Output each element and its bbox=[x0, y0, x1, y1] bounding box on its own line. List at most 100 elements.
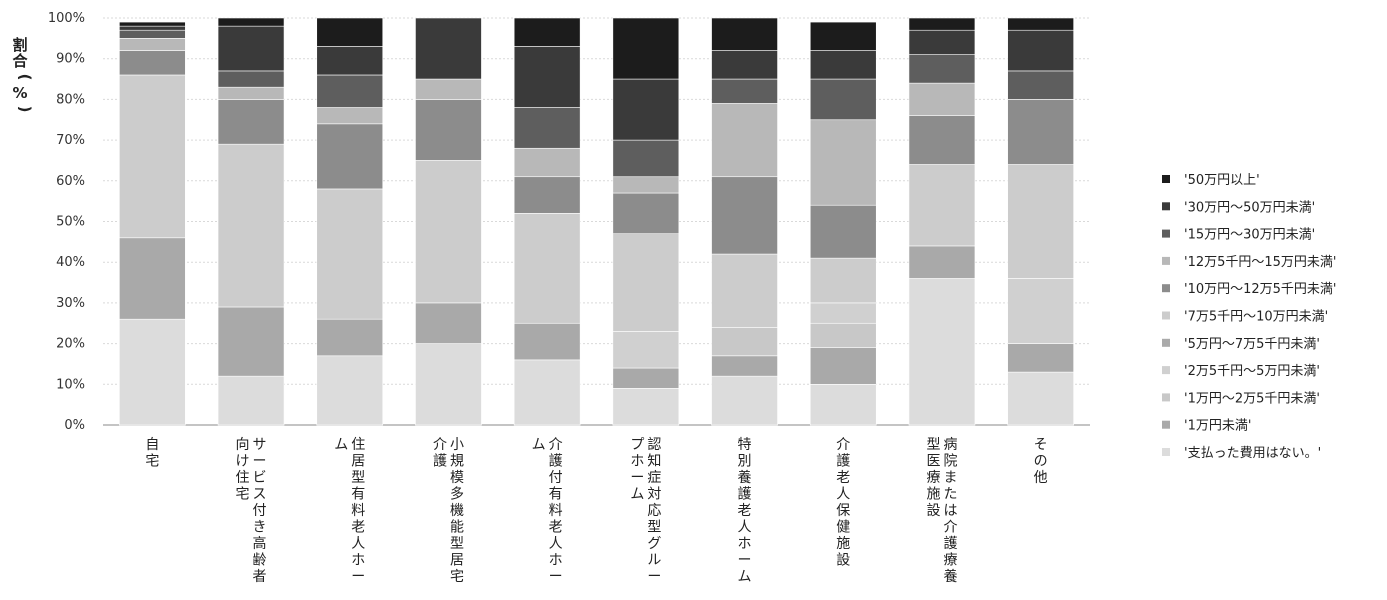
bar-segment bbox=[809, 204, 877, 259]
legend: '50万円以上' '30万円～50万円未満' '15万円～30万円未満' '12万5千… bbox=[1162, 173, 1337, 461]
legend-swatch bbox=[1162, 366, 1170, 375]
y-tick-label: 60% bbox=[56, 174, 85, 189]
bar-segment bbox=[711, 50, 778, 80]
bar-segment bbox=[316, 188, 384, 320]
category-label-char: の bbox=[1034, 454, 1048, 470]
category-label-char: 護 bbox=[738, 487, 752, 503]
bar-segment bbox=[119, 50, 186, 76]
category-label-char: 施 bbox=[836, 536, 850, 552]
category-label-char: 特 bbox=[738, 437, 752, 453]
bar-segment bbox=[809, 302, 877, 324]
bar-segment bbox=[908, 115, 976, 165]
legend-label: '1万円～2万5千円未満' bbox=[1184, 391, 1320, 406]
legend-label: '12万5千円～15万円未満' bbox=[1184, 255, 1337, 270]
category-label-char: ホ bbox=[549, 553, 563, 569]
category-label-char: ム bbox=[334, 437, 348, 453]
bar-segment bbox=[1007, 371, 1074, 426]
category-label-char: 設 bbox=[926, 503, 940, 519]
bar-segment bbox=[1007, 70, 1074, 100]
bar-segment bbox=[415, 302, 482, 344]
bar-segment bbox=[513, 17, 581, 47]
category-label-char: ス bbox=[253, 487, 267, 503]
bar-segment bbox=[513, 359, 581, 426]
bar-segment bbox=[809, 78, 877, 121]
category-label-char: 護 bbox=[433, 454, 447, 470]
bar-segment bbox=[612, 331, 680, 369]
bar-segment bbox=[809, 50, 877, 80]
category-label-char: 人 bbox=[351, 536, 365, 552]
legend-label: '5万円～7万5千円未満' bbox=[1184, 337, 1320, 352]
y-axis-label: 割合 (%) bbox=[11, 36, 34, 112]
category-label-char: 住 bbox=[236, 470, 250, 486]
category-label-char: 設 bbox=[836, 553, 850, 569]
bar-segment bbox=[711, 176, 778, 255]
category-label-char: ー bbox=[351, 569, 365, 585]
bar-segment bbox=[217, 99, 285, 145]
category-label-char: 有 bbox=[351, 487, 365, 503]
bar-segment bbox=[1007, 278, 1074, 344]
y-tick-label: 10% bbox=[56, 377, 85, 392]
category-label-char: 人 bbox=[836, 487, 850, 503]
category-label-char: 護 bbox=[943, 536, 957, 552]
bar-segment bbox=[908, 54, 976, 84]
category-label-char: 小 bbox=[450, 437, 464, 453]
category-label-char: は bbox=[943, 503, 957, 519]
category-label-char: ま bbox=[943, 470, 957, 486]
bar-segment bbox=[1007, 99, 1074, 165]
category-label-char: 型 bbox=[450, 536, 464, 552]
y-axis-label-char: 合 bbox=[11, 52, 28, 70]
y-tick-label: 90% bbox=[56, 52, 85, 67]
category-label-char: 療 bbox=[943, 552, 957, 569]
bar-segment bbox=[1007, 29, 1074, 72]
category-label-char: ー bbox=[738, 553, 752, 569]
bar-segment bbox=[809, 119, 877, 206]
bar-segment bbox=[217, 86, 285, 100]
legend-swatch bbox=[1162, 393, 1170, 402]
legend-swatch bbox=[1162, 284, 1170, 293]
bar-segment bbox=[316, 123, 384, 190]
legend-label: '10万円～12万5千円未満' bbox=[1184, 282, 1337, 297]
bar-segment bbox=[119, 318, 186, 426]
y-tick-label: 0% bbox=[64, 418, 85, 433]
y-tick-label: 50% bbox=[56, 215, 85, 230]
category-label-char: ー bbox=[549, 569, 563, 585]
category-label-char: ビ bbox=[253, 470, 267, 486]
legend-swatch bbox=[1162, 311, 1170, 320]
category-label-char: 住 bbox=[351, 437, 365, 453]
legend-label: '支払った費用はない。' bbox=[1184, 446, 1321, 461]
bar-segment bbox=[415, 78, 482, 100]
category-label-char: 型 bbox=[647, 520, 661, 536]
category-label-char: 症 bbox=[647, 470, 661, 486]
bar-segment bbox=[513, 46, 581, 108]
y-tick-label: 30% bbox=[56, 296, 85, 311]
bar-segment bbox=[908, 278, 976, 426]
category-label-char: ホ bbox=[630, 454, 644, 470]
bar-segment bbox=[809, 322, 877, 348]
category-label-char: 能 bbox=[450, 520, 464, 536]
bar-segment bbox=[415, 99, 482, 161]
bar-segment bbox=[612, 176, 680, 194]
category-label-char: 養 bbox=[943, 568, 957, 585]
bar-segment bbox=[711, 253, 778, 328]
bar-segment bbox=[809, 21, 877, 51]
legend-swatch bbox=[1162, 448, 1170, 456]
bar-segment bbox=[711, 78, 778, 104]
category-label-char: ム bbox=[738, 569, 752, 585]
category-label-char: 齢 bbox=[253, 553, 267, 569]
category-label-char: ー bbox=[647, 569, 661, 585]
category-label-char: 型 bbox=[926, 437, 940, 453]
bar-segment bbox=[217, 375, 285, 426]
category-label-char: そ bbox=[1034, 437, 1048, 453]
category-label-char: 多 bbox=[450, 486, 464, 503]
category-label-char: ム bbox=[630, 487, 644, 503]
bar-segment bbox=[316, 46, 384, 76]
bar-segment bbox=[612, 233, 680, 332]
category-label-char: ム bbox=[532, 437, 546, 453]
category-label-char: 知 bbox=[647, 453, 661, 470]
category-label-char: 人 bbox=[738, 520, 752, 536]
y-axis-label-char: ( bbox=[16, 74, 34, 81]
bar-segment bbox=[217, 25, 285, 72]
category-label-char: 院 bbox=[943, 454, 957, 470]
